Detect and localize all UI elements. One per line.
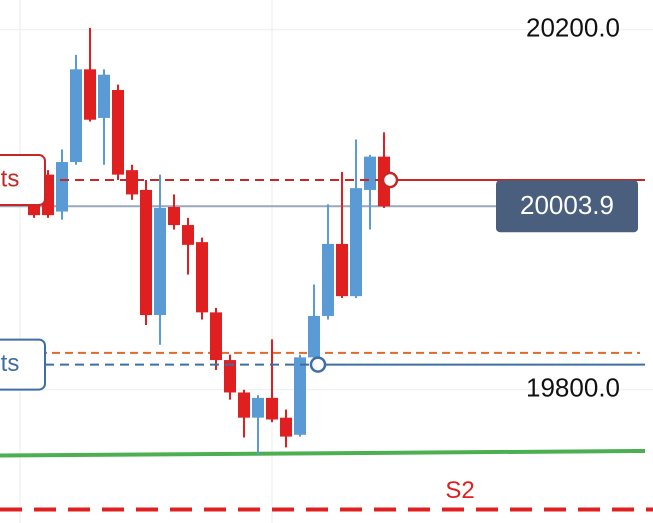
candle-body xyxy=(70,69,82,163)
candle-body xyxy=(210,312,222,361)
candle-body xyxy=(350,188,362,297)
order-handle[interactable] xyxy=(309,356,327,373)
candle-body xyxy=(364,156,376,190)
candle-body xyxy=(308,315,320,358)
candle-body xyxy=(84,69,96,120)
candle-body xyxy=(168,207,180,226)
candle-body xyxy=(224,360,236,393)
order-label-box[interactable] xyxy=(0,338,46,391)
support-label: S2 xyxy=(445,477,474,504)
y-tick-label: 19800.0 xyxy=(526,373,620,403)
order-label-box[interactable] xyxy=(0,154,46,207)
candle-body xyxy=(154,207,166,316)
candle-body xyxy=(112,90,124,175)
last-price-label: 20003.9 xyxy=(520,190,614,220)
last-price-box xyxy=(496,180,638,233)
candle-body xyxy=(182,225,194,245)
order-handle[interactable] xyxy=(381,171,399,189)
y-tick-label: 20200.0 xyxy=(526,13,620,43)
candle-body xyxy=(252,397,264,418)
candle-body xyxy=(98,74,110,118)
candle-body xyxy=(196,242,208,313)
candle-body xyxy=(238,392,250,418)
order-label: ts xyxy=(1,350,20,377)
candle-body xyxy=(266,397,278,420)
candle-body xyxy=(56,162,68,212)
candle-body xyxy=(126,170,138,195)
candle-body xyxy=(336,243,348,297)
order-label: ts xyxy=(1,165,20,192)
trendline xyxy=(0,448,646,458)
candle-body xyxy=(294,357,306,435)
candle-body xyxy=(140,189,152,316)
candle-body xyxy=(322,243,334,316)
candle-body xyxy=(280,417,292,437)
